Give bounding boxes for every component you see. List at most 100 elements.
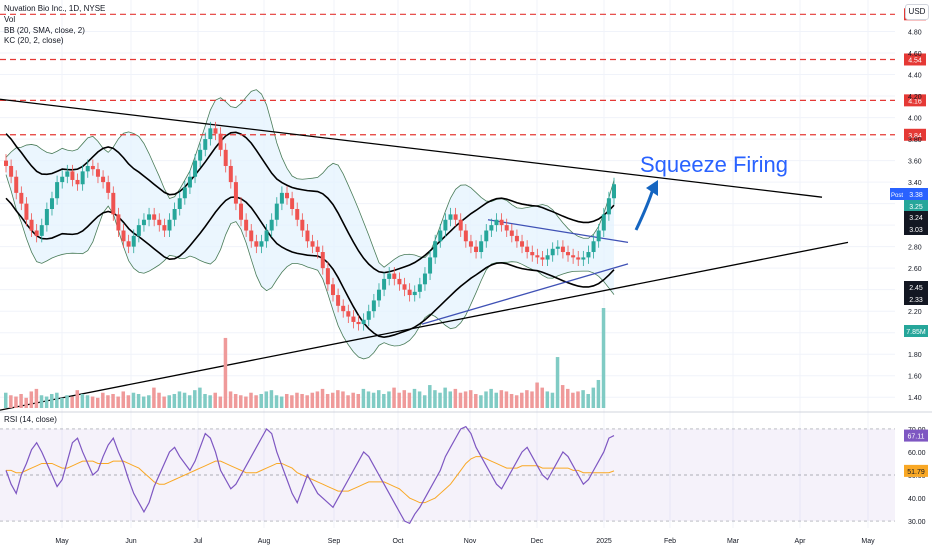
candle-body bbox=[285, 192, 290, 199]
candle-body bbox=[586, 252, 591, 258]
rsi-value-tag bbox=[904, 464, 928, 477]
rsi-tick-label: 60.00 bbox=[908, 450, 926, 457]
volume-bar bbox=[310, 392, 315, 408]
candle-body bbox=[453, 214, 458, 220]
candle-body bbox=[494, 219, 499, 226]
volume-bar bbox=[95, 397, 100, 408]
symbol-title: Nuvation Bio Inc., 1D, NYSE bbox=[4, 4, 106, 13]
candle-body bbox=[70, 171, 75, 180]
volume-bar bbox=[376, 390, 381, 408]
volume-bar bbox=[4, 392, 8, 408]
time-axis[interactable]: May Jun Jul Aug Sep Oct Nov Dec 2025 Feb Mar Apr May bbox=[55, 538, 875, 545]
bb-upper-line bbox=[5, 89, 615, 268]
candle-body bbox=[387, 273, 392, 279]
price-tick-label: 4.60 bbox=[908, 51, 922, 58]
candle-body bbox=[514, 235, 519, 242]
candle-body bbox=[208, 128, 213, 140]
rsi-tick-label: 40.00 bbox=[908, 496, 926, 503]
candle-body bbox=[433, 241, 438, 258]
candle-body bbox=[233, 182, 238, 204]
volume-bar bbox=[305, 395, 309, 408]
volume-bar bbox=[279, 396, 284, 408]
candle-body bbox=[106, 182, 111, 193]
price-tick-label: 1.80 bbox=[908, 352, 922, 359]
volume-bar bbox=[545, 391, 550, 408]
price-tick-label: 4.20 bbox=[908, 94, 922, 101]
volume-bar bbox=[177, 391, 182, 408]
candle-body bbox=[19, 192, 24, 204]
price-value-tag bbox=[904, 281, 928, 293]
volume-bars bbox=[4, 308, 606, 408]
candle-body bbox=[9, 165, 14, 177]
currency-button[interactable]: USD bbox=[905, 4, 929, 20]
volume-bar bbox=[24, 397, 28, 408]
volume-bar bbox=[412, 388, 417, 408]
candle-body bbox=[310, 241, 315, 247]
time-tick-label: Oct bbox=[393, 538, 404, 545]
candle-body bbox=[239, 203, 244, 220]
kc-upper-line bbox=[5, 131, 615, 274]
volume-bar bbox=[499, 390, 504, 408]
candle-body bbox=[366, 311, 371, 320]
volume-bar bbox=[111, 393, 115, 408]
candle-body bbox=[55, 182, 60, 199]
candle-body bbox=[566, 252, 571, 256]
volume-bar bbox=[126, 395, 131, 408]
time-tick-label: Feb bbox=[664, 538, 676, 545]
candle-body bbox=[371, 300, 376, 312]
candle-body bbox=[279, 192, 284, 204]
candle-body bbox=[295, 209, 300, 220]
time-tick-label: Dec bbox=[531, 538, 544, 545]
candle-body bbox=[60, 176, 65, 183]
volume-bar bbox=[514, 395, 519, 408]
rsi-tick-label: 30.00 bbox=[908, 519, 926, 526]
post-label: Post bbox=[891, 193, 903, 199]
candle-body bbox=[39, 225, 44, 236]
volume-bar bbox=[586, 393, 590, 408]
candle-body bbox=[407, 289, 412, 296]
kc-legend: KC (20, 2, close) bbox=[4, 36, 64, 45]
price-candles bbox=[4, 121, 616, 331]
candle-body bbox=[14, 176, 19, 193]
candle-body bbox=[193, 160, 198, 177]
volume-bar bbox=[601, 308, 606, 408]
volume-bar bbox=[300, 393, 304, 408]
volume-bar bbox=[453, 388, 458, 408]
candle-body bbox=[223, 149, 228, 166]
candle-body bbox=[509, 230, 514, 236]
price-tick-label: 4.40 bbox=[908, 73, 922, 80]
candle-body bbox=[29, 219, 34, 231]
price-axis[interactable]: 1.401.601.802.002.202.402.602.803.003.20… bbox=[890, 30, 928, 403]
candle-body bbox=[162, 225, 167, 231]
volume-bar bbox=[474, 393, 478, 408]
time-tick-label: Nov bbox=[464, 538, 477, 545]
candle-body bbox=[479, 241, 484, 253]
candle-body bbox=[264, 230, 269, 242]
price-tick-label: 2.20 bbox=[908, 309, 922, 316]
volume-bar bbox=[351, 392, 355, 408]
resistance-levels: 4.964.544.163.84 bbox=[0, 8, 926, 141]
volume-bar bbox=[90, 396, 95, 408]
volume-bar bbox=[295, 392, 299, 408]
volume-bar bbox=[361, 388, 366, 408]
volume-bar bbox=[65, 395, 69, 408]
candle-body bbox=[555, 246, 560, 249]
volume-bar bbox=[417, 391, 422, 408]
price-tick-label: 3.40 bbox=[908, 180, 922, 187]
volume-bar bbox=[29, 391, 34, 408]
volume-bar bbox=[249, 392, 253, 408]
volume-bar bbox=[259, 393, 263, 408]
volume-bar bbox=[116, 396, 120, 408]
candle-body bbox=[172, 209, 177, 220]
price-tick-label: 1.60 bbox=[908, 374, 922, 381]
candle-body bbox=[111, 192, 116, 215]
bollinger-keltner-bands bbox=[5, 89, 615, 360]
candle-body bbox=[550, 248, 555, 256]
price-value-tag bbox=[904, 223, 928, 235]
candle-body bbox=[126, 241, 131, 247]
volume-bar bbox=[438, 392, 442, 408]
volume-bar bbox=[336, 390, 340, 408]
resistance-price-label: 3.84 bbox=[908, 133, 922, 140]
volume-bar bbox=[136, 393, 141, 408]
